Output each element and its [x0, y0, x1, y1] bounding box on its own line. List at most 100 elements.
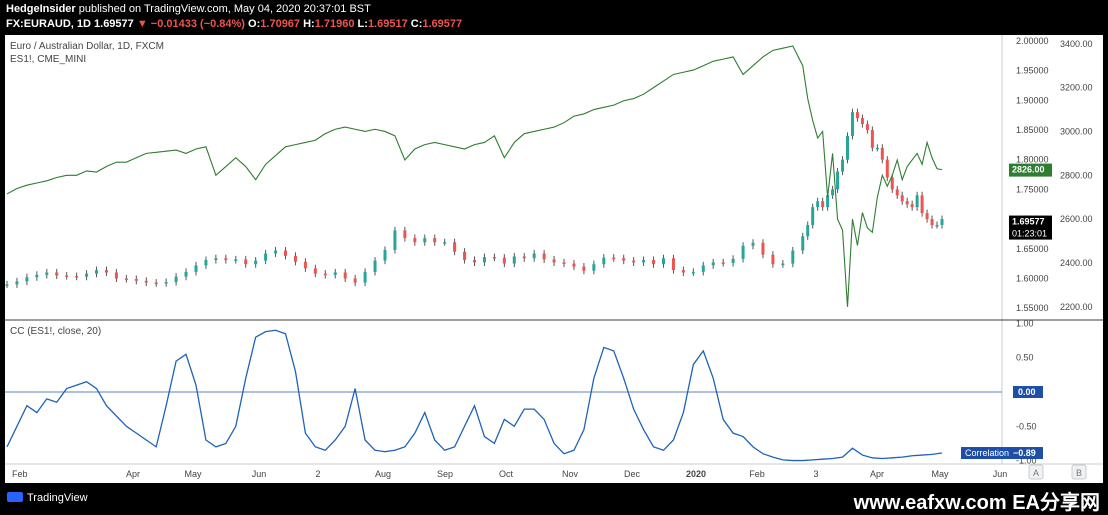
indicator-title: CC (ES1!, close, 20) — [10, 326, 101, 337]
candle-body — [582, 266, 586, 271]
candle-body — [552, 259, 556, 263]
candle-body — [846, 135, 850, 160]
candle-body — [244, 259, 248, 265]
publish-info: HedgeInsider published on TradingView.co… — [6, 3, 371, 15]
candle-body — [661, 258, 665, 265]
candle-body — [323, 273, 327, 276]
candle-body — [910, 204, 914, 208]
tradingview-logo[interactable]: TradingView — [7, 492, 88, 504]
candle-body — [865, 124, 869, 130]
candle-body — [264, 253, 268, 261]
candle-body — [443, 242, 447, 244]
candle-body — [65, 275, 69, 277]
candle-body — [274, 250, 278, 254]
eurAud-price-axis[interactable]: 1.550001.600001.650001.700001.750001.800… — [1016, 36, 1049, 313]
candle-body — [353, 278, 357, 283]
candle-body — [890, 177, 894, 190]
eurAud-candles[interactable] — [5, 108, 944, 288]
chart-panel[interactable]: A B Euro / Australian Dollar, 1D, FXCM E… — [5, 35, 1103, 483]
eurAud-tick-label: 1.60000 — [1016, 273, 1049, 283]
candle-body — [791, 250, 795, 264]
correlation-tag-value: −0.89 — [1013, 448, 1036, 458]
candle-body — [801, 236, 805, 251]
candle-body — [482, 257, 486, 263]
candle-body — [816, 201, 820, 208]
candle-body — [303, 261, 307, 269]
candle-body — [85, 273, 89, 277]
candle-body — [885, 159, 889, 178]
candle-body — [35, 274, 39, 278]
candle-body — [940, 219, 944, 225]
candle-body — [45, 272, 49, 275]
pane-a-toggle[interactable] — [1028, 464, 1044, 480]
correlation-line[interactable] — [6, 329, 943, 462]
es-line[interactable] — [6, 45, 943, 307]
eurAud-tick-label: 1.90000 — [1016, 95, 1049, 105]
candle-body — [293, 255, 297, 262]
candle-body — [925, 213, 929, 220]
eurAud-price-tag-bg — [1009, 215, 1052, 240]
candle-body — [224, 258, 228, 261]
correlation-tag: Correlation −0.89 — [961, 447, 1043, 460]
candle-body — [935, 225, 939, 227]
candle-body — [134, 279, 138, 281]
candle-body — [930, 219, 934, 225]
candle-body — [681, 270, 685, 273]
candle-body — [875, 147, 879, 150]
pane-b-toggle[interactable] — [1071, 464, 1087, 480]
candle-body — [254, 260, 258, 265]
eurAud-countdown: 01:23:01 — [1012, 229, 1047, 239]
candle-body — [154, 282, 158, 285]
candle-body — [711, 262, 715, 266]
eurAud-tick-label: 1.85000 — [1016, 125, 1049, 135]
candle-body — [622, 258, 626, 261]
candle-body — [592, 264, 596, 271]
candle-body — [920, 195, 924, 214]
cc-tick-label: 1.00 — [1016, 318, 1034, 328]
candle-body — [731, 258, 735, 263]
eurAud-tick-label: 2.00000 — [1016, 36, 1049, 46]
candle-body — [343, 272, 347, 279]
candle-body — [95, 270, 99, 274]
eurAud-tick-label: 1.65000 — [1016, 244, 1049, 254]
time-tick-label: 2 — [315, 469, 320, 479]
es-tick-label: 2600.00 — [1060, 214, 1093, 224]
es-tick-label: 3200.00 — [1060, 83, 1093, 93]
eurAud-tick-label: 1.55000 — [1016, 303, 1049, 313]
es-tick-label: 2200.00 — [1060, 302, 1093, 312]
candle-body — [761, 242, 765, 255]
candle-body — [463, 251, 467, 261]
candle-body — [900, 195, 904, 202]
candle-body — [473, 260, 476, 263]
time-tick-label: Feb — [749, 469, 765, 479]
candle-body — [806, 225, 810, 237]
candle-body — [214, 258, 218, 261]
eurAud-tick-label: 1.95000 — [1016, 66, 1049, 76]
candle-body — [104, 270, 108, 273]
zero-tag: 0.00 — [1013, 386, 1043, 398]
candle-body — [383, 249, 387, 261]
cc-tick-label: -0.50 — [1016, 421, 1037, 431]
time-tick-label: 2020 — [686, 469, 706, 479]
chart-svg[interactable]: A B Euro / Australian Dollar, 1D, FXCM E… — [5, 35, 1103, 483]
candle-body — [841, 159, 845, 172]
time-tick-label: Apr — [126, 469, 140, 479]
eurAud-tick-label: 1.75000 — [1016, 184, 1049, 194]
time-axis[interactable]: Feb Apr May Jun 2 Aug Sep Oct Nov Dec 2020 Feb 3 Apr M… — [12, 469, 1007, 479]
candle-body — [284, 250, 288, 256]
es-tick-label: 3400.00 — [1060, 39, 1093, 49]
es-price-axis[interactable]: 2200.00 2400.00 2600.00 2800.00 3000.00 3200.… — [1060, 39, 1093, 312]
candle-body — [373, 260, 377, 272]
symbol-label[interactable]: FX:EURAUD, 1D — [6, 18, 91, 30]
candle-body — [831, 189, 835, 196]
candle-body — [612, 257, 616, 260]
candle-body — [701, 265, 705, 272]
chart-header: HedgeInsider published on TradingView.co… — [0, 0, 1108, 34]
correlation-tag-name: Correlation — [965, 448, 1009, 458]
low-label: L: — [357, 18, 368, 30]
candle-body — [75, 276, 79, 278]
author-name[interactable]: HedgeInsider — [6, 3, 76, 15]
candle-body — [652, 260, 656, 265]
tradingview-brand: TradingView — [27, 492, 88, 504]
time-tick-label: Sep — [437, 469, 453, 479]
